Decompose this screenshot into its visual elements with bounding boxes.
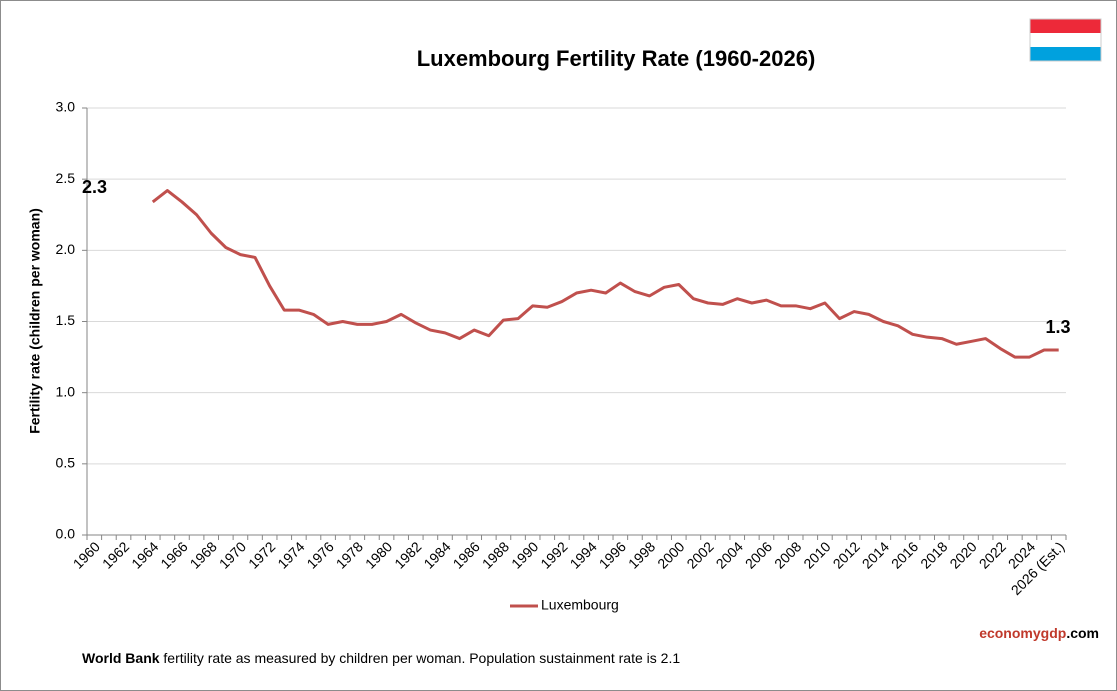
y-tick-label: 0.0 xyxy=(56,526,76,542)
source-note: World Bank fertility rate as measured by… xyxy=(82,650,680,666)
flag-blue xyxy=(1030,47,1101,61)
y-tick-label: 2.0 xyxy=(56,241,76,257)
y-tick-label: 0.5 xyxy=(56,455,76,471)
y-tick-label: 2.5 xyxy=(56,170,76,186)
watermark: economygdp.com xyxy=(979,625,1099,641)
legend-label: Luxembourg xyxy=(541,597,619,613)
series-line xyxy=(151,189,1059,359)
watermark-part: economy xyxy=(979,625,1041,641)
watermark-part: gdp xyxy=(1041,625,1067,641)
source-bold: World Bank xyxy=(82,650,160,666)
y-tick-label: 1.5 xyxy=(56,312,76,328)
chart-title: Luxembourg Fertility Rate (1960-2026) xyxy=(417,46,816,71)
flag-white xyxy=(1030,33,1101,47)
flag-red xyxy=(1030,19,1101,33)
y-tick-label: 1.0 xyxy=(56,383,76,399)
watermark-part: .com xyxy=(1066,625,1099,641)
y-axis-label: Fertility rate (children per woman) xyxy=(27,208,43,434)
y-tick-label: 3.0 xyxy=(56,99,76,115)
source-text: fertility rate as measured by children p… xyxy=(160,650,681,666)
flag-border xyxy=(1029,18,1102,62)
annotation: 2.3 xyxy=(82,177,107,197)
annotation: 1.3 xyxy=(1045,317,1070,337)
